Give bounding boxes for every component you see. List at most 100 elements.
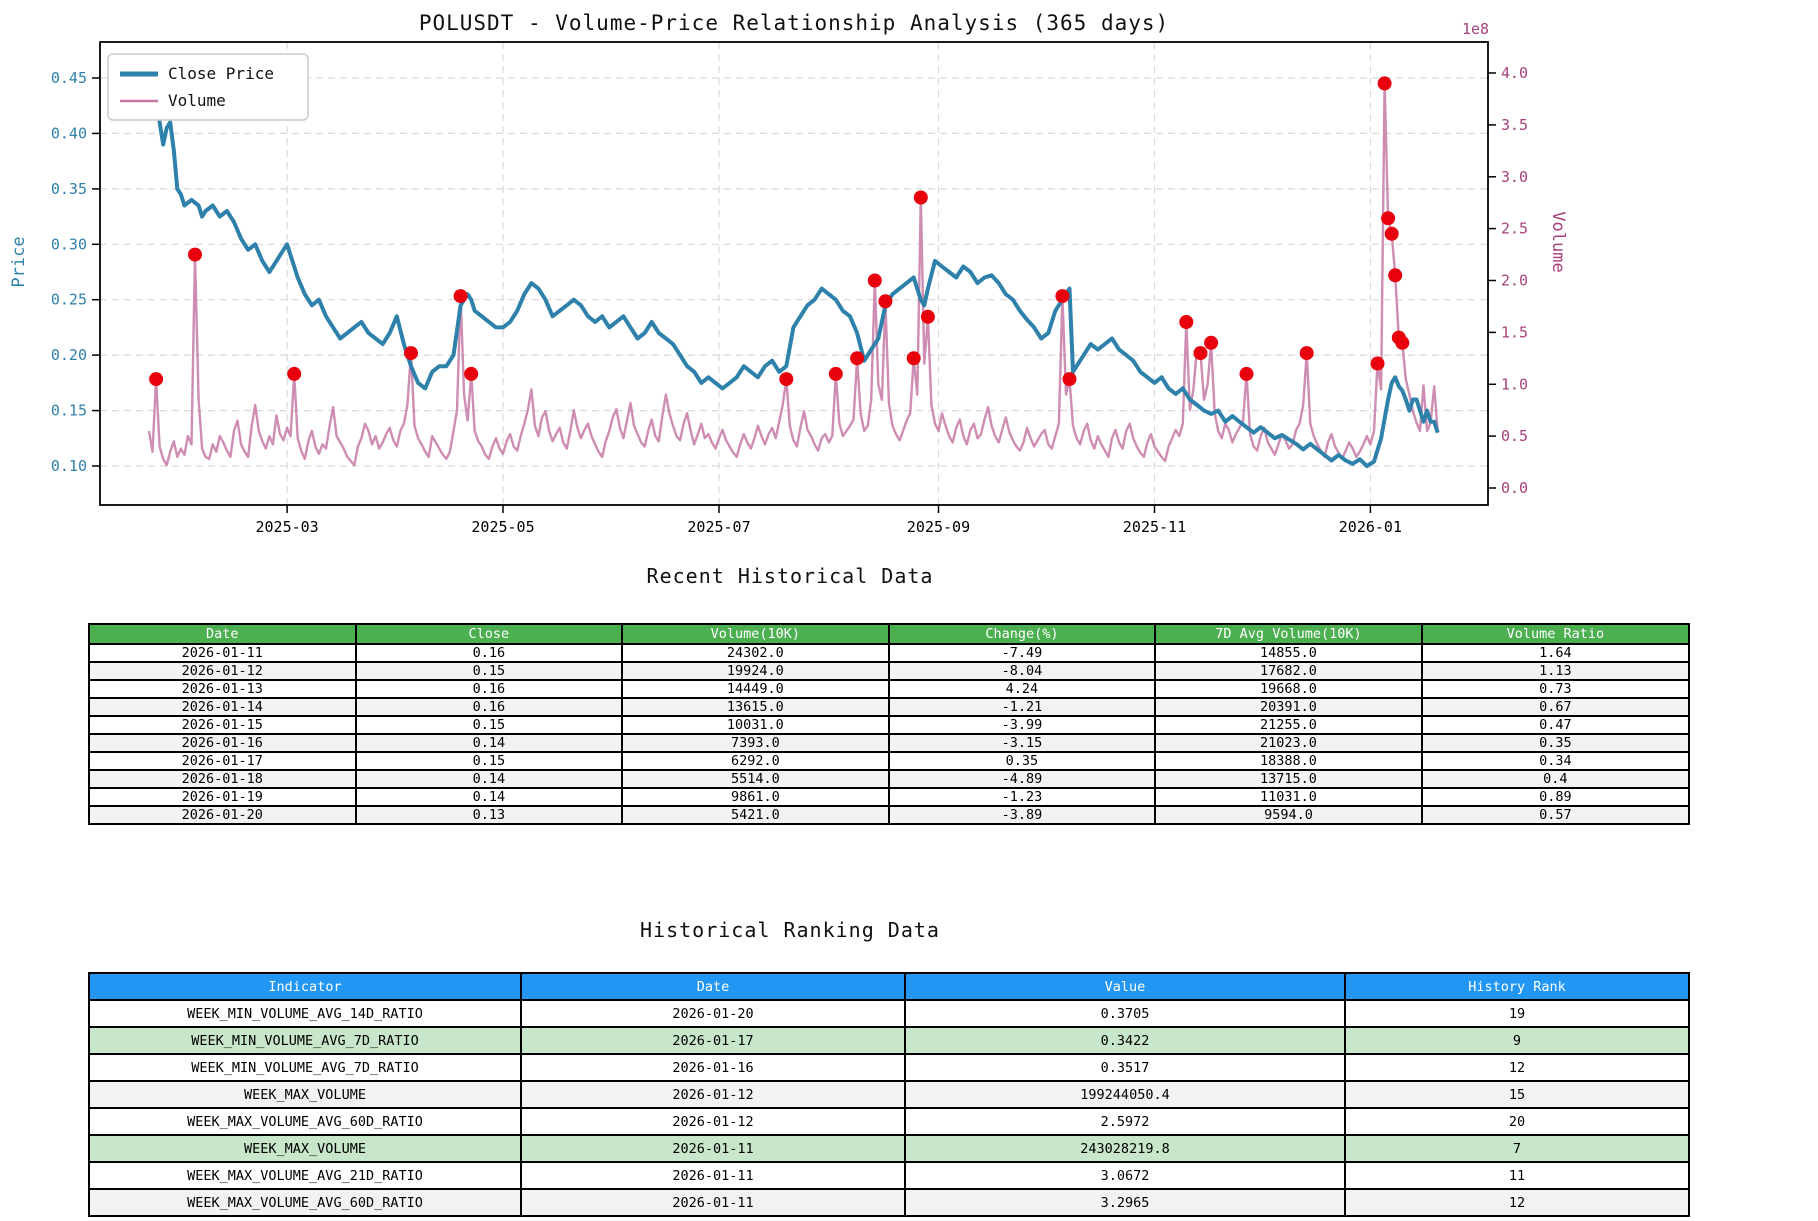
table-cell: 10031.0 [621, 715, 890, 735]
volume-spike-marker [1179, 315, 1194, 329]
historical-ranking-data-heading: Historical Ranking Data [640, 918, 940, 942]
column-header: Date [520, 972, 906, 1001]
plot-border [99, 41, 1489, 506]
table-cell: 2026-01-20 [520, 999, 906, 1028]
recent-historical-data-table: Date Close Volume(10K) Change(%) 7D Avg Volu… [88, 623, 1691, 825]
volume-tick-label: 1.5 [1501, 323, 1528, 341]
volume-spike-marker [149, 372, 164, 387]
price-tick-label: 0.25 [51, 291, 87, 309]
table-cell: -7.49 [887, 643, 1157, 663]
column-header: Volume Ratio [1420, 623, 1691, 645]
x-tick-label: 2025-05 [471, 518, 534, 536]
volume-spike-marker [1388, 268, 1403, 283]
volume-spike-marker [1239, 366, 1254, 381]
table-cell: 0.14 [354, 787, 624, 807]
column-header: Indicator [88, 972, 522, 1001]
legend-close-price-label: Close Price [168, 64, 274, 83]
volume-price-chart: 0.45 0.40 0.35 0.30 0.25 0.20 0.15 0.10 … [0, 0, 1818, 552]
table-cell: 0.67 [1420, 697, 1691, 717]
table-cell: 0.16 [354, 697, 624, 717]
table-cell: 20391.0 [1154, 697, 1423, 717]
table-cell: 0.15 [354, 715, 624, 735]
table-cell: 2026-01-20 [88, 805, 357, 825]
table-cell: 2026-01-15 [88, 715, 357, 735]
close-price-line [147, 83, 1440, 468]
volume-spike-marker [828, 366, 843, 381]
table-cell: 0.47 [1420, 715, 1691, 735]
x-tick-label: 2025-09 [907, 518, 970, 536]
table-cell: 11031.0 [1154, 787, 1423, 807]
table-cell: 24302.0 [621, 643, 890, 663]
volume-spike-marker [404, 346, 418, 361]
volume-tick-label: 2.0 [1501, 272, 1528, 290]
table-cell: 1.64 [1420, 643, 1691, 663]
table-cell: 2026-01-19 [88, 787, 357, 807]
table-cell: 19668.0 [1154, 679, 1423, 699]
volume-tick-label: 0.0 [1501, 479, 1528, 497]
table-cell: -1.23 [887, 787, 1157, 807]
volume-spike-marker [287, 366, 302, 381]
column-header: Volume(10K) [621, 623, 890, 645]
table-cell: -1.21 [887, 697, 1157, 717]
volume-spike-marker [188, 247, 202, 262]
table-row: 2026-01-19 0.14 9861.0 -1.23 11031.0 0.89 [88, 787, 1691, 807]
table-cell: 2026-01-16 [88, 733, 357, 753]
table-cell: 199244050.4 [904, 1080, 1346, 1109]
volume-line [147, 82, 1439, 467]
table-cell: WEEK_MAX_VOLUME_AVG_21D_RATIO [88, 1161, 522, 1190]
table-row: WEEK_MAX_VOLUME 2026-01-11 243028219.8 7 [88, 1134, 1690, 1163]
table-cell: 2026-01-11 [520, 1161, 906, 1190]
x-tick-label: 2026-01 [1339, 518, 1402, 536]
table-cell: 11 [1344, 1161, 1690, 1190]
table-cell: 2026-01-13 [88, 679, 357, 699]
table-row: 2026-01-12 0.15 19924.0 -8.04 17682.0 1.13 [88, 661, 1691, 681]
table-row: WEEK_MAX_VOLUME 2026-01-12 199244050.4 15 [88, 1080, 1690, 1109]
table-cell: 12 [1344, 1188, 1690, 1217]
table-cell: 9594.0 [1154, 805, 1423, 825]
column-header: Change(%) [887, 623, 1157, 645]
volume-tick-label: 2.5 [1501, 220, 1528, 238]
table-header-row: Date Close Volume(10K) Change(%) 7D Avg Volu… [88, 623, 1691, 645]
table-row: 2026-01-16 0.14 7393.0 -3.15 21023.0 0.35 [88, 733, 1691, 753]
table-cell: 2026-01-11 [520, 1188, 906, 1217]
table-cell: -3.15 [887, 733, 1157, 753]
table-cell: 19 [1344, 999, 1690, 1028]
price-tick-label: 0.10 [51, 457, 87, 475]
table-cell: 14855.0 [1154, 643, 1423, 663]
table-cell: 2026-01-16 [520, 1053, 906, 1082]
right-axis-multiplier: 1e8 [1462, 20, 1489, 38]
table-row: 2026-01-20 0.13 5421.0 -3.89 9594.0 0.57 [88, 805, 1691, 825]
table-cell: 0.73 [1420, 679, 1691, 699]
table-cell: 0.35 [1420, 733, 1691, 753]
table-cell: 5514.0 [621, 769, 890, 789]
table-cell: 2026-01-12 [520, 1107, 906, 1136]
volume-spike-marker [1299, 346, 1314, 361]
table-cell: 0.4 [1420, 769, 1691, 789]
legend: Close Price Volume [107, 53, 309, 121]
table-cell: 2.5972 [904, 1107, 1346, 1136]
table-cell: 20 [1344, 1107, 1690, 1136]
table-row: 2026-01-17 0.15 6292.0 0.35 18388.0 0.34 [88, 751, 1691, 771]
right-axis-label: Volume [1548, 211, 1568, 272]
volume-spike-marker [1370, 356, 1385, 371]
table-cell: 2026-01-17 [88, 751, 357, 771]
x-tick-label: 2025-07 [687, 518, 750, 536]
column-header: Close [354, 623, 624, 645]
table-cell: 19924.0 [621, 661, 890, 681]
volume-spike-marker [878, 294, 893, 309]
table-cell: 0.35 [887, 751, 1157, 771]
chart-title: POLUSDT - Volume-Price Relationship Anal… [419, 11, 1169, 35]
table-cell: 0.3517 [904, 1053, 1346, 1082]
volume-tick-label: 0.5 [1501, 427, 1528, 445]
table-cell: 2026-01-12 [520, 1080, 906, 1109]
table-cell: 2026-01-17 [520, 1026, 906, 1055]
table-cell: 0.14 [354, 733, 624, 753]
table-header-row: Indicator Date Value History Rank [88, 972, 1690, 1001]
volume-spike-marker [920, 309, 935, 324]
table-cell: 18388.0 [1154, 751, 1423, 771]
legend-volume-label: Volume [168, 91, 226, 110]
column-header: History Rank [1344, 972, 1690, 1001]
chart-svg: 0.45 0.40 0.35 0.30 0.25 0.20 0.15 0.10 … [9, 11, 1568, 536]
volume-tick-label: 4.0 [1501, 64, 1528, 82]
